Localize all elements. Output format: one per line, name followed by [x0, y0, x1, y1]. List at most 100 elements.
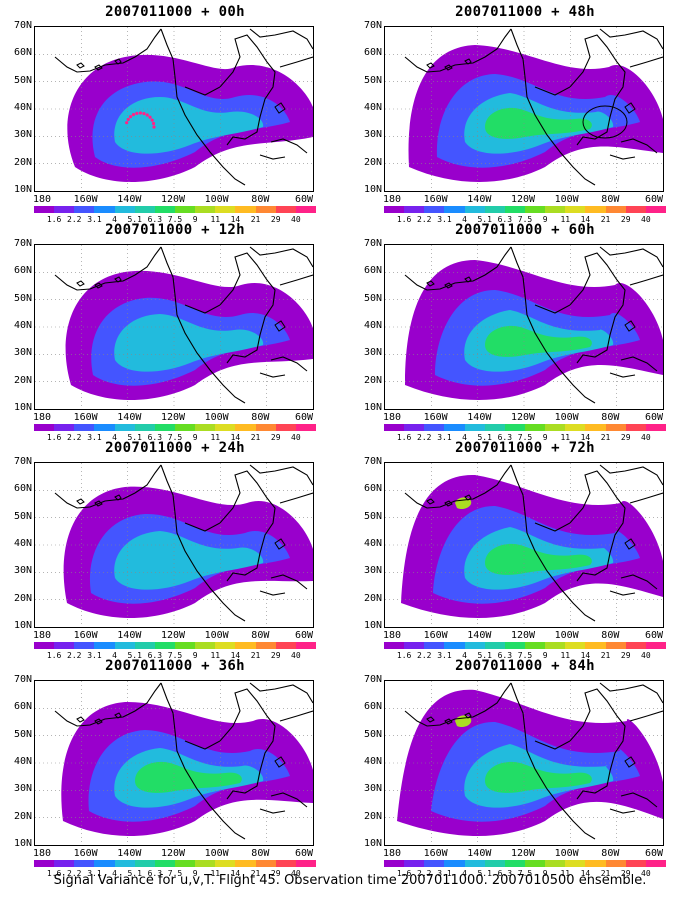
map-panel: 2007011000 + 48h 70N 60N 50N 40N 30N 20N 10N 180…	[350, 4, 690, 226]
lat-tick-label: 50N	[363, 510, 382, 522]
coastline	[279, 492, 313, 504]
island	[426, 280, 435, 287]
lat-tick-label: 10N	[363, 620, 382, 631]
colorbar-label: 21	[600, 433, 611, 442]
lat-tick-label: 40N	[363, 756, 382, 767]
lon-tick-label: 120W	[510, 194, 536, 205]
colorbar-swatch	[94, 860, 115, 867]
colorbar-label: 6.3	[497, 215, 513, 224]
colorbar-label: 1.6	[396, 215, 412, 224]
colorbar-swatch	[114, 642, 135, 649]
coastline	[54, 464, 162, 509]
coastline	[249, 682, 313, 704]
lon-tick-label: 80W	[251, 194, 270, 205]
colorbar-label: 2.2	[67, 651, 82, 660]
colorbar-label: 3.1	[437, 215, 452, 224]
colorbar-swatch	[384, 860, 405, 867]
lon-tick-label: 140W	[467, 412, 492, 423]
lat-tick-label: 70N	[13, 456, 32, 467]
lon-tick-label: 120W	[160, 194, 186, 205]
colorbar-swatch	[174, 424, 196, 431]
colorbar-swatch	[54, 642, 75, 649]
colorbar-label: 14	[580, 651, 591, 660]
lon-tick-label: 120W	[160, 412, 186, 423]
lat-tick-label: 50N	[363, 74, 382, 86]
island	[444, 500, 453, 507]
observation-point	[148, 115, 152, 119]
lon-tick-label: 180	[32, 848, 52, 859]
lat-tick-label: 10N	[13, 184, 32, 195]
lon-tick-label: 120W	[160, 630, 186, 641]
signal-contour	[135, 761, 242, 793]
lat-tick-label: 40N	[13, 320, 32, 331]
coastline	[609, 590, 636, 596]
lat-tick-label: 30N	[13, 347, 32, 359]
map-area	[384, 26, 664, 192]
lon-tick-label: 100W	[554, 848, 579, 859]
observation-point	[152, 125, 156, 129]
coastline	[609, 808, 636, 814]
lat-tick-label: 40N	[13, 538, 32, 549]
colorbar-label: 7.5	[517, 215, 533, 224]
colorbar-label: 11	[560, 215, 571, 224]
lon-tick-label: 140W	[117, 630, 142, 641]
lat-tick-label: 70N	[13, 238, 32, 249]
colorbar-swatch	[255, 424, 276, 431]
coastline	[259, 154, 286, 160]
colorbar-label: 7.5	[167, 215, 183, 224]
colorbar-swatch	[444, 424, 465, 431]
colorbar-swatch	[585, 642, 606, 649]
panel-title: 2007011000 + 60h	[455, 222, 595, 238]
colorbar-swatch	[235, 424, 256, 431]
colorbar-swatch	[545, 206, 566, 213]
colorbar-label: 29	[270, 433, 281, 442]
colorbar-swatch	[255, 860, 276, 867]
lat-tick-label: 20N	[363, 810, 382, 822]
colorbar-label: 2.2	[417, 215, 432, 224]
lon-tick-label: 180	[32, 412, 52, 423]
island	[94, 718, 103, 725]
colorbar-label: 6.3	[497, 433, 513, 442]
colorbar-swatch	[645, 860, 666, 867]
lon-tick-label: 160W	[423, 848, 448, 859]
map-area	[34, 462, 314, 628]
colorbar-label: 29	[620, 433, 631, 442]
colorbar-swatch	[114, 860, 135, 867]
colorbar-swatch	[424, 424, 445, 431]
colorbar-swatch	[605, 206, 626, 213]
coastline	[184, 34, 276, 146]
colorbar-swatch	[174, 642, 196, 649]
colorbar-swatch	[235, 206, 256, 213]
lat-tick-label: 70N	[363, 20, 382, 31]
colorbar-swatch	[195, 642, 216, 649]
colorbar-swatch	[545, 642, 566, 649]
colorbar-swatch	[384, 206, 405, 213]
coastline	[534, 252, 626, 364]
colorbar	[34, 206, 316, 213]
lon-tick-label: 120W	[160, 848, 186, 859]
observation-point	[125, 121, 129, 125]
island	[94, 64, 103, 71]
colorbar-label: 6.3	[497, 869, 513, 878]
panel-title: 2007011000 + 36h	[105, 658, 245, 674]
colorbar-swatch	[114, 424, 135, 431]
observation-point	[126, 117, 130, 122]
coastline	[510, 682, 596, 840]
colorbar-swatch	[255, 206, 276, 213]
colorbar-swatch	[524, 206, 546, 213]
colorbar-swatch	[484, 206, 505, 213]
signal-contour	[114, 314, 264, 372]
map-canvas	[35, 681, 313, 845]
lat-tick-label: 20N	[13, 374, 32, 386]
map-panel: 2007011000 + 24h 70N 60N 50N 40N 30N 20N 10N 180…	[0, 440, 340, 662]
colorbar-swatch	[195, 860, 216, 867]
colorbar-label: 6.3	[147, 869, 163, 878]
coastline	[620, 792, 658, 808]
colorbar-swatch	[215, 206, 236, 213]
coastline	[404, 682, 512, 727]
colorbar-swatch	[464, 642, 485, 649]
colorbar-swatch	[424, 206, 445, 213]
colorbar-label: 2.2	[67, 869, 82, 878]
observation-point	[138, 111, 142, 115]
coastline	[249, 246, 313, 268]
